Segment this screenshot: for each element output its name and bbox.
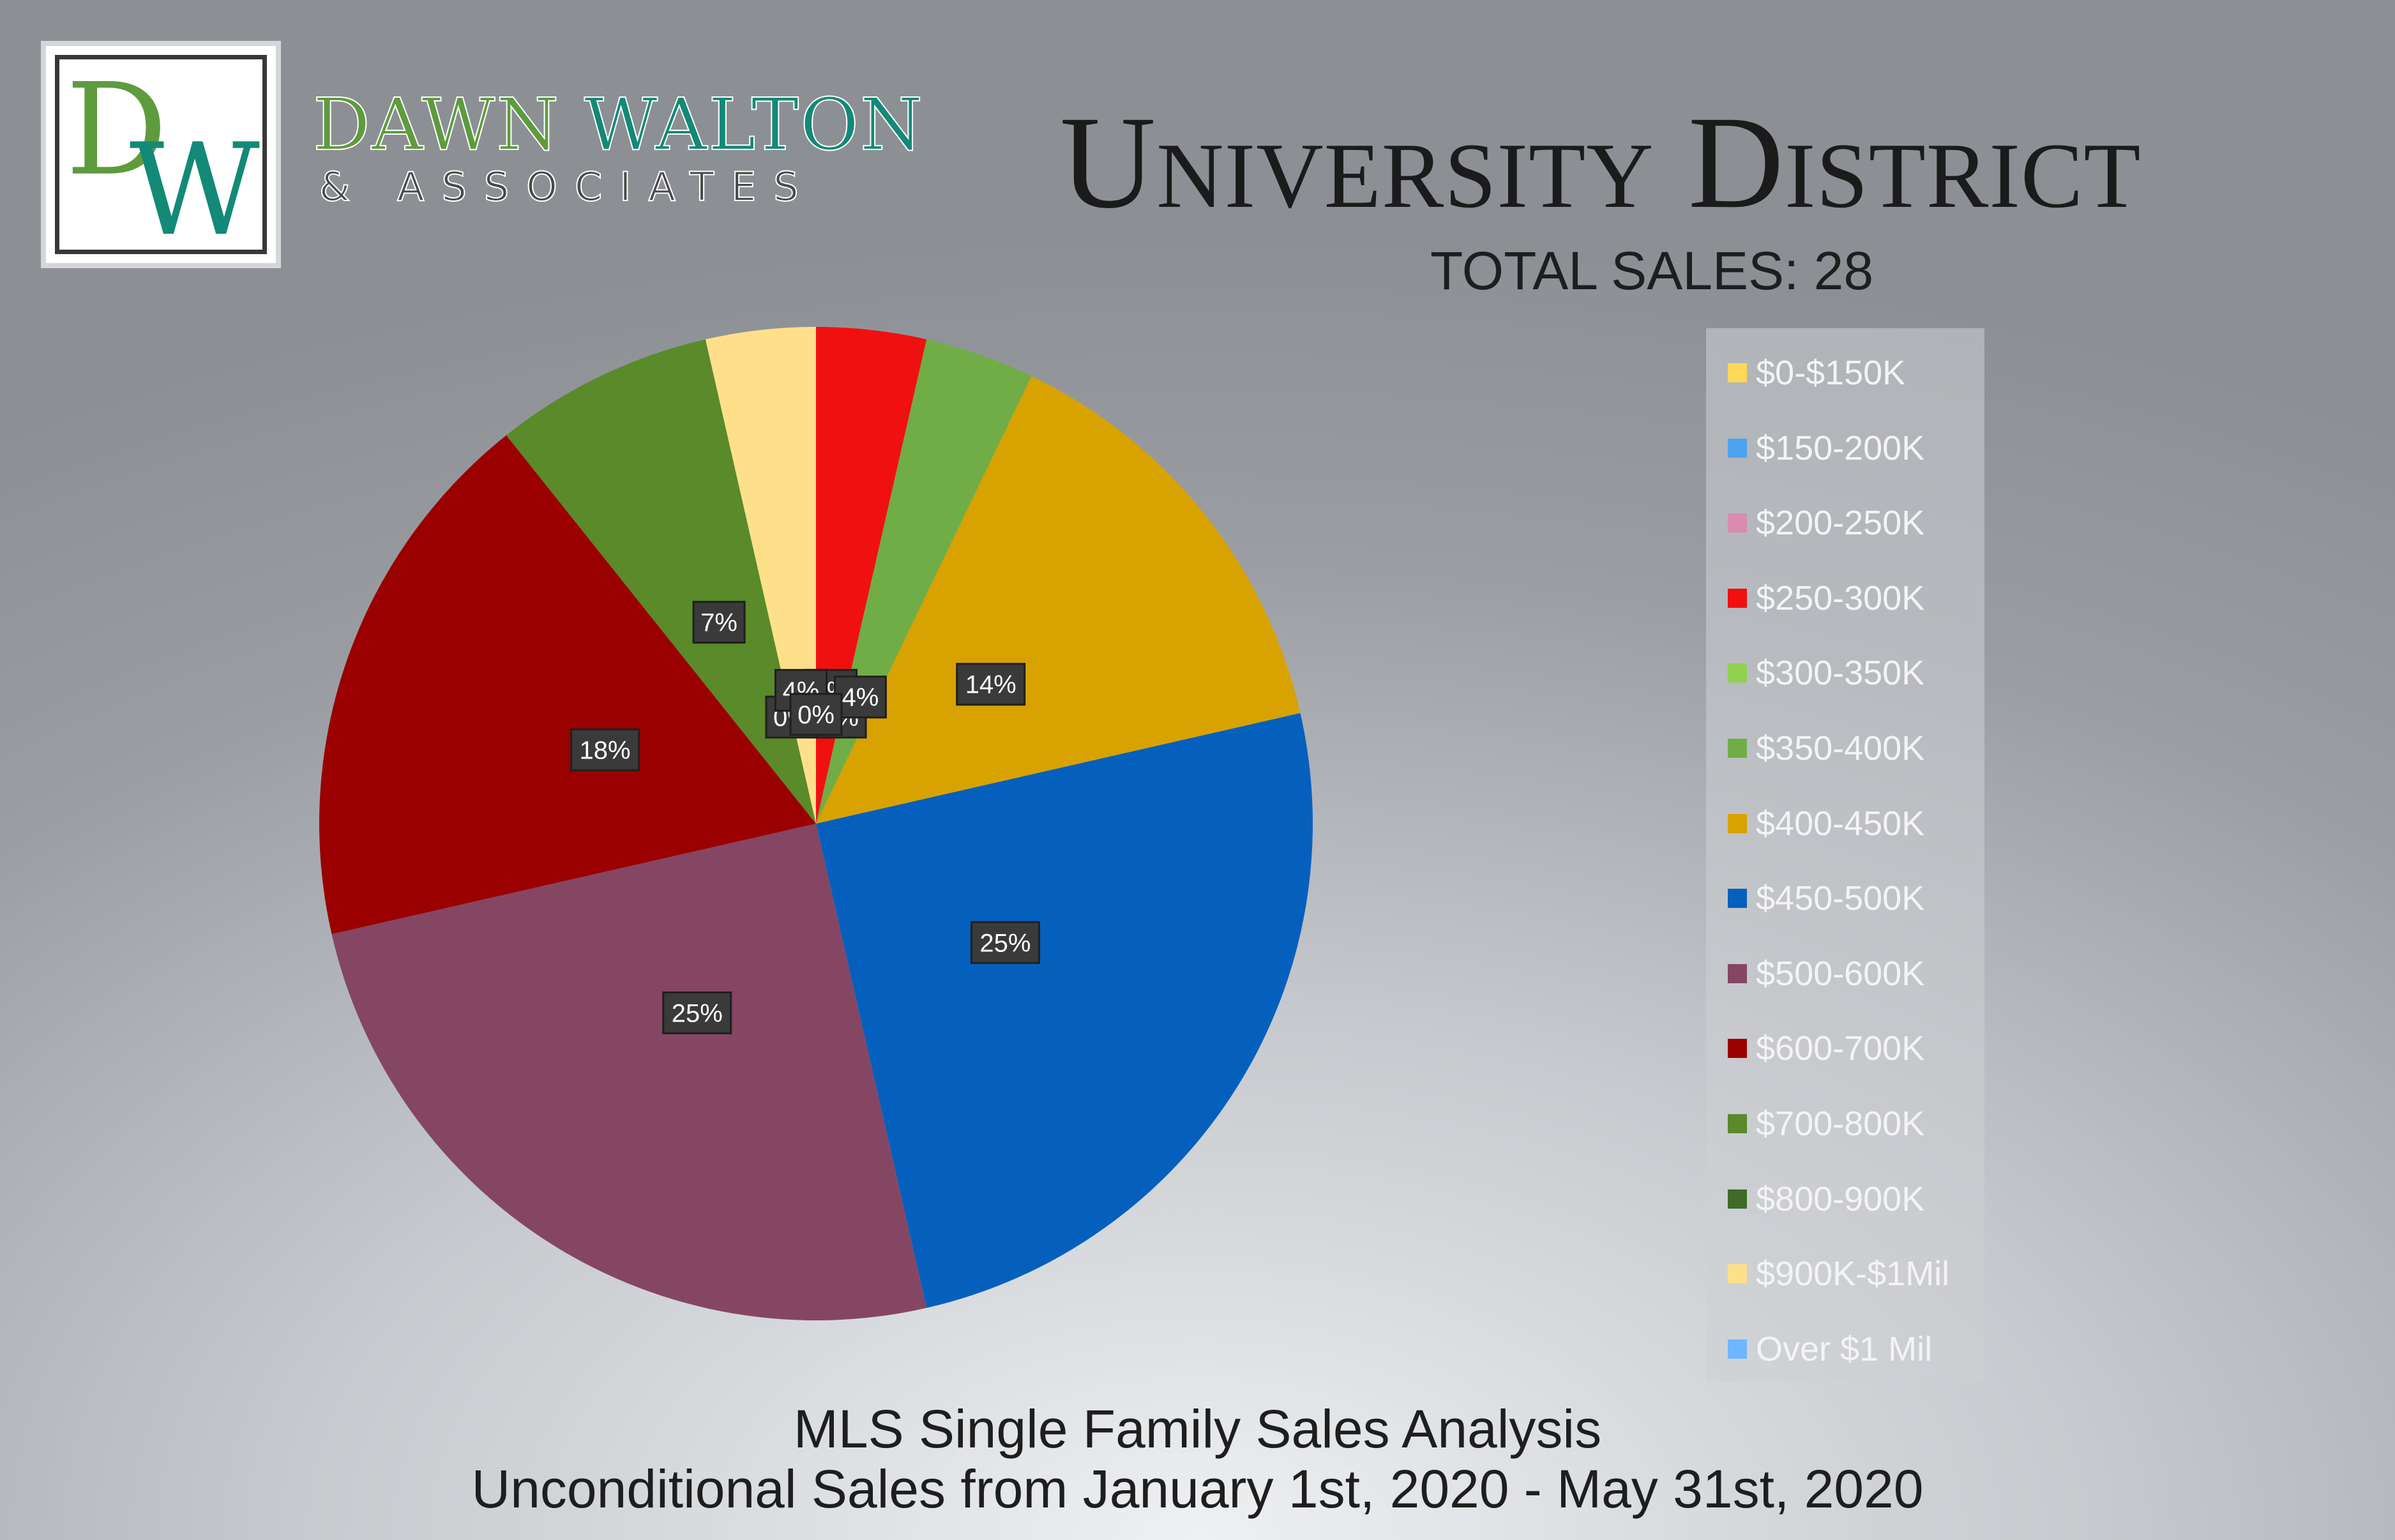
pie-data-label: 14% [956,663,1026,706]
legend-label: $200-250K [1756,504,1925,543]
legend-swatch [1728,963,1747,983]
brand-name-last: WALTON [584,84,925,167]
pie-slice [506,339,816,824]
data-label-text: 7% [700,609,737,637]
legend-swatch [1728,588,1747,608]
footer-date-range: Unconditional Sales from January 1st, 20… [471,1459,1924,1519]
legend-swatch [1728,813,1747,833]
legend-item: Over $1 Mil [1728,1322,1932,1376]
legend-item: $800-900K [1728,1172,1924,1226]
logo-frame: DW [55,55,267,254]
legend-swatch [1728,1114,1747,1133]
legend-item: $450-500K [1728,872,1924,925]
legend-label: $700-800K [1756,1105,1925,1143]
pie-slice [816,376,1301,824]
legend-label: $800-900K [1756,1179,1925,1218]
data-label-box [692,601,746,644]
data-label-box [833,676,887,719]
legend-swatch [1728,1189,1747,1209]
data-label-box [570,728,640,771]
data-label-text: 0% [797,701,835,729]
pie-data-label: 4% [833,676,887,719]
legend-item: $900K-$1Mil [1728,1247,1949,1301]
legend-label: $400-450K [1756,804,1925,843]
pie-slices [319,327,1313,1320]
data-label-box [789,693,843,736]
page-title: University District [1060,89,2142,236]
legend-swatch [1728,513,1747,533]
legend-swatch [1728,663,1747,683]
data-label-text: 4% [842,684,879,712]
data-label-text: 25% [979,929,1031,957]
legend-swatch [1728,363,1747,382]
legend-item: $200-250K [1728,496,1924,550]
legend-label: $450-500K [1756,879,1925,918]
pie-data-label: 18% [570,728,640,771]
data-label-box [970,921,1040,964]
pie-data-label: 7% [692,601,746,644]
data-label-box [662,991,732,1034]
pie-slice [816,713,1313,1308]
pie-slice [319,435,816,935]
pie-data-label: 25% [970,921,1040,964]
legend-label: $300-350K [1756,654,1925,693]
legend-item: $250-300K [1728,571,1924,625]
pie-data-label: 0% [789,693,843,736]
legend-label: Over $1 Mil [1756,1329,1933,1368]
legend-item: $500-600K [1728,947,1924,1000]
legend-item: $300-350K [1728,646,1924,700]
legend-label: $500-600K [1756,954,1925,993]
dw-monogram-logo: DW [66,59,260,250]
legend-swatch [1728,1339,1747,1359]
legend-label: $900K-$1Mil [1756,1255,1950,1294]
pie-slice [331,824,927,1320]
legend-item: $0-$150K [1728,346,1905,400]
pie-data-labels: 0%0%0%4%0%4%14%25%25%18%7%0%4%0% [570,601,1040,1034]
legend-item: $700-800K [1728,1097,1924,1151]
data-label-text: 25% [672,999,723,1027]
brand-logo: DW [41,41,281,268]
legend-label: $350-400K [1756,729,1925,767]
brand-name: DAWN WALTON [312,89,924,162]
data-label-text: 18% [580,736,631,764]
legend-item: $600-700K [1728,1022,1924,1075]
legend-label: $600-700K [1756,1029,1925,1068]
legend-swatch [1728,1264,1747,1284]
legend-swatch [1728,438,1747,458]
data-label-text: 14% [965,671,1016,699]
data-label-box [956,663,1026,706]
legend-item: $400-450K [1728,797,1924,850]
legend-item: $350-400K [1728,721,1924,775]
pie-data-label: 25% [662,991,732,1034]
legend-swatch [1728,739,1747,758]
legend-label: $250-300K [1756,578,1925,617]
legend-swatch [1728,1039,1747,1059]
legend-item: $150-200K [1728,421,1924,475]
logo-letter-d: DW [66,59,260,250]
legend-label: $0-$150K [1756,354,1906,392]
legend-swatch [1728,889,1747,909]
brand-subtitle: & ASSOCIATES [319,163,816,210]
brand-name-first: DAWN [312,84,584,167]
legend-label: $150-200K [1756,428,1925,467]
total-sales: TOTAL SALES: 28 [1430,241,1874,301]
footer-title: MLS Single Family Sales Analysis [793,1399,1602,1459]
chart-legend: $0-$150K $150-200K $200-250K $250-300K $300-… [1706,328,1984,1382]
